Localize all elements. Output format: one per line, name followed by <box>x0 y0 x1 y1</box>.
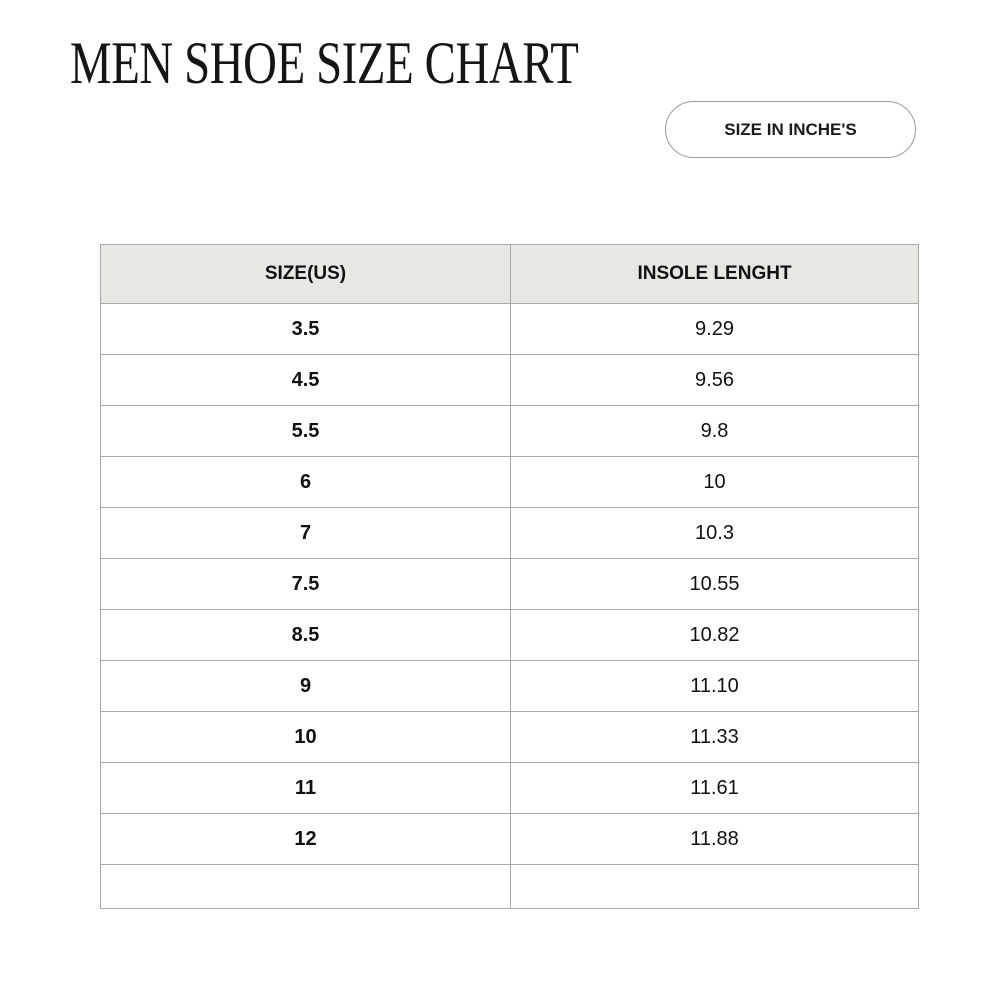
insole-length-cell: 9.56 <box>510 354 919 406</box>
size-cell: 10 <box>100 711 511 763</box>
size-cell: 9 <box>100 660 511 712</box>
size-cell: 7 <box>100 507 511 559</box>
insole-length-cell: 9.8 <box>510 405 919 457</box>
table-row: 5.5 9.8 <box>100 405 919 457</box>
size-cell: 7.5 <box>100 558 511 610</box>
table-row: 11 11.61 <box>100 762 919 814</box>
empty-row <box>100 864 919 909</box>
insole-length-cell: 11.10 <box>510 660 919 712</box>
empty-cell <box>100 864 511 909</box>
table-row: 10 11.33 <box>100 711 919 763</box>
page-title: MEN SHOE SIZE CHART <box>70 30 579 96</box>
insole-length-cell: 10.82 <box>510 609 919 661</box>
table-row: 4.5 9.56 <box>100 354 919 406</box>
header-size: SIZE(US) <box>100 244 511 304</box>
table-row: 8.5 10.82 <box>100 609 919 661</box>
size-cell: 8.5 <box>100 609 511 661</box>
table-header-row: SIZE(US) INSOLE LENGHT <box>100 244 919 304</box>
insole-length-cell: 11.61 <box>510 762 919 814</box>
size-table: SIZE(US) INSOLE LENGHT 3.5 9.29 4.5 9.56 5.5… <box>100 244 919 909</box>
table-row: 12 11.88 <box>100 813 919 865</box>
size-cell: 4.5 <box>100 354 511 406</box>
size-cell: 12 <box>100 813 511 865</box>
table-row: 7.5 10.55 <box>100 558 919 610</box>
size-cell: 6 <box>100 456 511 508</box>
table-row: 9 11.10 <box>100 660 919 712</box>
size-cell: 3.5 <box>100 303 511 355</box>
insole-length-cell: 10.3 <box>510 507 919 559</box>
size-cell: 5.5 <box>100 405 511 457</box>
unit-badge-label: SIZE IN INCHE'S <box>724 119 857 139</box>
table-row: 7 10.3 <box>100 507 919 559</box>
header-insole-length: INSOLE LENGHT <box>510 244 919 304</box>
insole-length-cell: 11.88 <box>510 813 919 865</box>
insole-length-cell: 10.55 <box>510 558 919 610</box>
empty-cell <box>510 864 919 909</box>
unit-badge: SIZE IN INCHE'S <box>665 101 916 158</box>
insole-length-cell: 10 <box>510 456 919 508</box>
size-cell: 11 <box>100 762 511 814</box>
insole-length-cell: 11.33 <box>510 711 919 763</box>
table-row: 6 10 <box>100 456 919 508</box>
table-row: 3.5 9.29 <box>100 303 919 355</box>
insole-length-cell: 9.29 <box>510 303 919 355</box>
